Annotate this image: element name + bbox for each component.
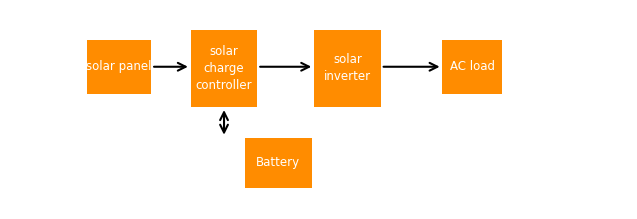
FancyBboxPatch shape [190,30,257,107]
FancyBboxPatch shape [443,40,502,94]
Text: solar panel: solar panel [87,60,152,73]
Text: solar
charge
controller: solar charge controller [196,45,252,92]
FancyBboxPatch shape [314,30,381,107]
FancyBboxPatch shape [245,138,311,188]
Text: AC load: AC load [450,60,494,73]
Text: solar
inverter: solar inverter [324,53,371,83]
Text: Battery: Battery [256,156,301,169]
FancyBboxPatch shape [87,40,151,94]
